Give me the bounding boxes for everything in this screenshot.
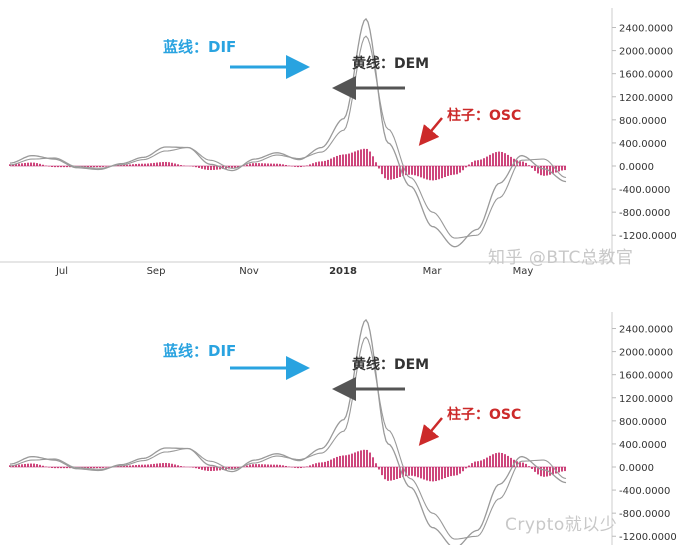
panel-gap — [0, 285, 681, 300]
bottom-y-tick-label: 800.0000 — [619, 417, 667, 428]
top-osc-annotation: 柱子：OSC — [447, 107, 521, 124]
bottom-y-tick-label: 1600.0000 — [619, 371, 673, 382]
top-dif-annotation: 蓝线：DIF — [163, 38, 236, 56]
macd-chart-top: 2400.0000 2000.0000 1600.0000 1200.0000 800.… — [0, 8, 677, 277]
top-dem-annotation: 黄线：DEM — [352, 55, 429, 72]
bottom-dif-line — [9, 318, 567, 545]
watermark-bottom: Crypto就以少 — [505, 515, 618, 535]
top-y-tick-label: -1200.0000 — [619, 231, 677, 242]
macd-chart-bottom: 2400.0000 2000.0000 1600.0000 1200.0000 800.… — [0, 300, 681, 545]
top-x-tick-label: Nov — [239, 266, 259, 277]
bottom-y-tick-label: 400.0000 — [619, 440, 667, 451]
bottom-dem-line — [9, 336, 567, 540]
top-y-tick-label: 400.0000 — [619, 139, 667, 150]
top-y-tick-label: 0.0000 — [619, 162, 654, 173]
macd-chart-top-svg: 2400.0000 2000.0000 1600.0000 1200.0000 800.… — [0, 8, 677, 277]
bottom-osc-arrow — [418, 417, 443, 446]
top-osc-arrow — [418, 117, 443, 146]
top-y-tick-label: 1600.0000 — [619, 70, 673, 81]
bottom-y-tick-label: 1200.0000 — [619, 394, 673, 405]
top-y-tick-label: 2400.0000 — [619, 24, 673, 35]
bottom-y-tick-label: -800.0000 — [619, 509, 670, 520]
top-x-tick-label: Jul — [55, 266, 68, 277]
top-x-tick-label: Mar — [423, 266, 443, 277]
bottom-y-tick-label: 0.0000 — [619, 463, 654, 474]
bottom-y-tick-label: -1200.0000 — [619, 532, 677, 543]
top-y-tick-label: -400.0000 — [619, 185, 670, 196]
top-y-tick-label: -800.0000 — [619, 208, 670, 219]
watermark-top: 知乎 @BTC总教官 — [488, 248, 634, 268]
bottom-osc-annotation: 柱子：OSC — [447, 406, 521, 423]
macd-chart-bottom-svg: 2400.0000 2000.0000 1600.0000 1200.0000 800.… — [9, 312, 677, 545]
top-y-tick-label: 800.0000 — [619, 116, 667, 127]
top-y-tick-label: 2000.0000 — [619, 47, 673, 58]
bottom-y-tick-label: -400.0000 — [619, 486, 670, 497]
top-dif-line — [9, 17, 567, 248]
top-x-tick-label: 2018 — [329, 266, 357, 277]
top-y-tick-label: 1200.0000 — [619, 93, 673, 104]
top-x-tick-label: Sep — [147, 266, 166, 277]
top-plot-area — [9, 17, 567, 248]
bottom-dif-annotation: 蓝线：DIF — [163, 342, 236, 360]
bottom-plot-area — [9, 318, 567, 545]
top-dem-line — [9, 35, 567, 239]
bottom-dem-annotation: 黄线：DEM — [352, 356, 429, 373]
bottom-y-tick-label: 2400.0000 — [619, 325, 673, 336]
bottom-y-tick-label: 2000.0000 — [619, 348, 673, 359]
top-x-tick-label: May — [513, 266, 534, 277]
